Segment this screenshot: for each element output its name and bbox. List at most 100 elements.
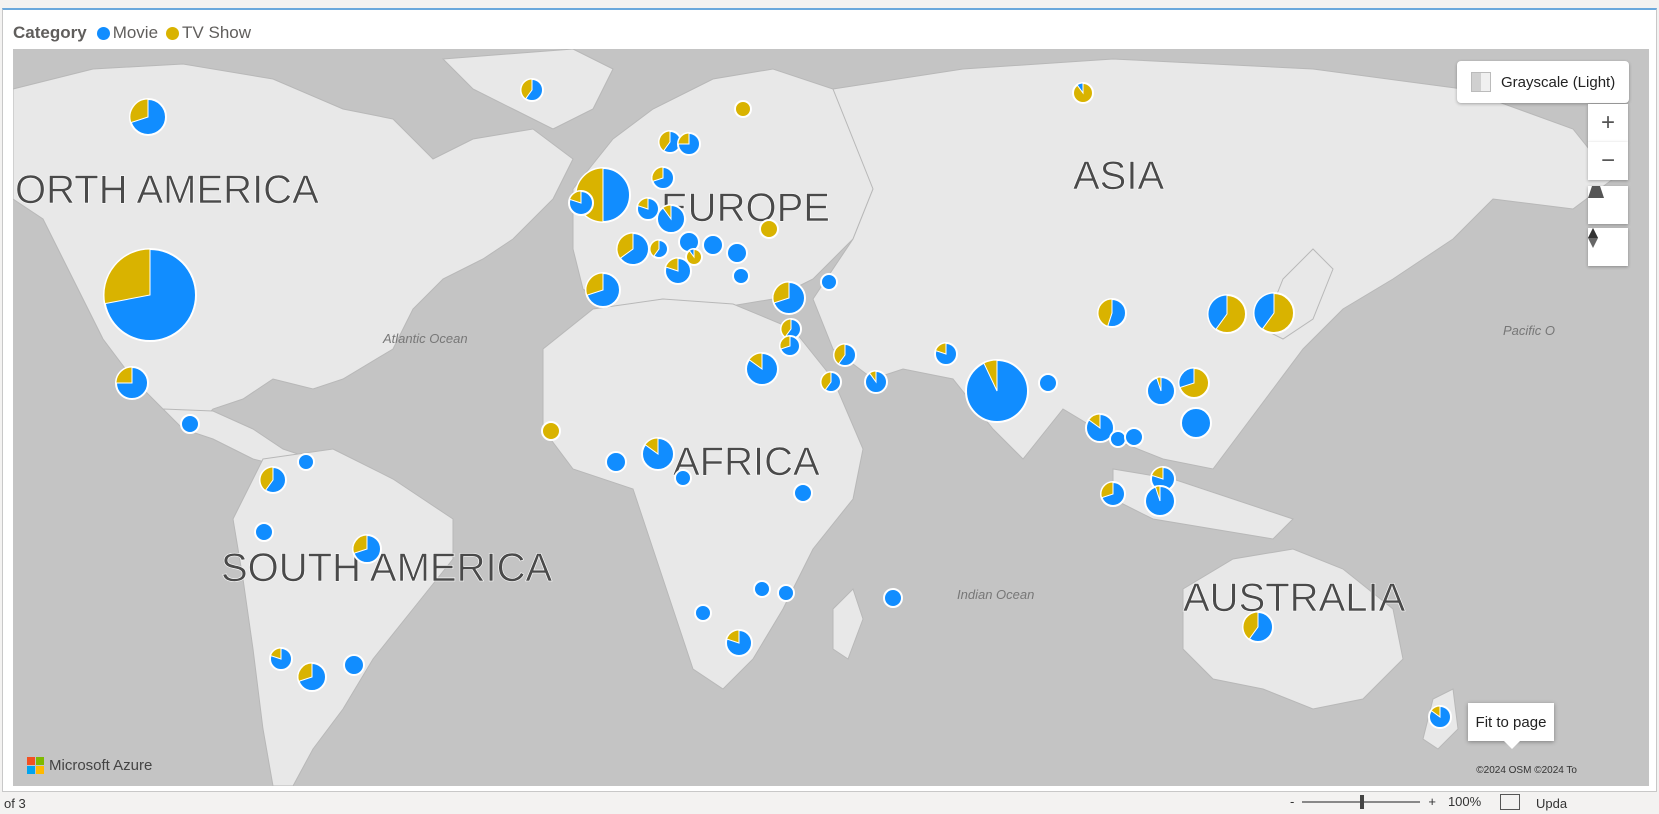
landmass-africa — [542, 298, 864, 690]
pie-marker[interactable] — [772, 281, 806, 315]
pie-marker[interactable] — [674, 469, 692, 487]
pie-marker[interactable] — [779, 335, 801, 357]
pie-marker[interactable] — [585, 272, 621, 308]
pie-marker[interactable] — [726, 242, 748, 264]
ocean-label-atlantic: Atlantic Ocean — [382, 331, 468, 346]
pie-marker[interactable] — [1146, 376, 1176, 406]
pie-marker[interactable] — [883, 588, 903, 608]
landmass-south-america — [232, 448, 454, 786]
compass-icon — [1588, 228, 1598, 248]
pie-marker[interactable] — [864, 370, 888, 394]
pie-marker[interactable] — [732, 267, 750, 285]
pie-marker[interactable] — [129, 98, 167, 136]
fit-to-page-icon[interactable] — [1500, 794, 1520, 810]
pie-marker[interactable] — [259, 466, 287, 494]
pie-marker[interactable] — [1180, 407, 1212, 439]
pie-marker[interactable] — [702, 234, 724, 256]
map-canvas[interactable]: Atlantic Ocean Indian Ocean Pacific O OR… — [13, 49, 1649, 786]
pie-marker[interactable] — [734, 100, 752, 118]
zoom-level: 100% — [1447, 794, 1482, 809]
pie-marker[interactable] — [343, 654, 365, 676]
landmass-indonesia — [1112, 468, 1294, 540]
pie-marker[interactable] — [641, 437, 675, 471]
pie-marker[interactable] — [753, 580, 771, 598]
continent-label-australia: AUSTRALIA — [1183, 576, 1406, 620]
pie-markers[interactable] — [103, 78, 1452, 729]
pie-marker[interactable] — [297, 453, 315, 471]
pitch-button[interactable] — [1588, 186, 1628, 224]
zoom-in-button[interactable]: + — [1588, 104, 1628, 142]
pie-marker[interactable] — [1109, 430, 1127, 448]
microsoft-logo-icon — [27, 757, 44, 774]
pie-marker[interactable] — [269, 647, 293, 671]
pie-marker[interactable] — [103, 248, 197, 342]
pie-marker[interactable] — [297, 662, 327, 692]
pie-marker[interactable] — [759, 219, 779, 239]
pie-marker[interactable] — [934, 342, 958, 366]
ocean-label-pacific: Pacific O — [1503, 323, 1555, 338]
pie-marker[interactable] — [1124, 427, 1144, 447]
pie-marker[interactable] — [616, 232, 650, 266]
zoom-slider[interactable] — [1302, 794, 1421, 809]
legend-title: Category — [13, 23, 87, 42]
ocean-label-indian: Indian Ocean — [957, 587, 1034, 602]
pie-marker[interactable] — [605, 451, 627, 473]
pie-marker[interactable] — [677, 132, 701, 156]
landmass-north-america — [13, 63, 574, 430]
map-copyright: ©2024 OSM ©2024 To — [1476, 765, 1577, 776]
pie-marker[interactable] — [1207, 294, 1247, 334]
pie-marker[interactable] — [1144, 485, 1176, 517]
pie-marker[interactable] — [1100, 481, 1126, 507]
landmass-madagascar — [832, 588, 864, 660]
map-style-button[interactable]: Grayscale (Light) — [1457, 61, 1629, 103]
map-visual: Category Movie TV Show — [2, 8, 1657, 792]
pie-marker[interactable] — [115, 366, 149, 400]
pie-marker[interactable] — [1428, 705, 1452, 729]
continent-label-africa: AFRICA — [673, 440, 820, 484]
pie-marker[interactable] — [1242, 611, 1274, 643]
page-indicator: of 3 — [4, 796, 26, 811]
pie-marker[interactable] — [1072, 82, 1094, 104]
pie-marker[interactable] — [664, 257, 692, 285]
zoom-out-small-button[interactable]: - — [1290, 794, 1295, 809]
update-label: Upda — [1536, 796, 1568, 811]
pie-marker[interactable] — [656, 204, 686, 234]
pie-marker[interactable] — [649, 239, 669, 259]
pitch-icon — [1588, 186, 1604, 198]
pie-marker[interactable] — [1038, 373, 1058, 393]
pie-marker[interactable] — [1253, 292, 1295, 334]
pie-marker[interactable] — [651, 166, 675, 190]
pie-marker[interactable] — [1097, 298, 1127, 328]
azure-brand: Microsoft Azure — [27, 757, 152, 774]
pie-marker[interactable] — [685, 248, 703, 266]
pie-marker[interactable] — [725, 629, 753, 657]
pie-marker[interactable] — [820, 273, 838, 291]
legend-item-movie[interactable]: Movie — [96, 23, 158, 43]
tv-show-dot-icon — [166, 26, 180, 40]
pie-marker[interactable] — [1085, 413, 1115, 443]
zoom-in-small-button[interactable]: + — [1428, 794, 1436, 809]
compass-button[interactable] — [1588, 228, 1628, 266]
movie-dot-icon — [96, 26, 110, 40]
landmass-asia — [812, 58, 1614, 470]
pie-marker[interactable] — [694, 604, 712, 622]
pie-marker[interactable] — [777, 584, 795, 602]
legend: Category Movie TV Show — [13, 22, 259, 44]
pie-marker[interactable] — [352, 534, 382, 564]
pie-marker[interactable] — [541, 421, 561, 441]
pie-marker[interactable] — [254, 522, 274, 542]
pie-marker[interactable] — [180, 414, 200, 434]
pie-marker[interactable] — [820, 371, 842, 393]
pie-marker[interactable] — [1178, 367, 1210, 399]
pie-marker[interactable] — [793, 483, 813, 503]
pie-marker[interactable] — [745, 352, 779, 386]
pie-marker[interactable] — [636, 197, 660, 221]
pie-marker[interactable] — [520, 78, 544, 102]
pie-marker[interactable] — [833, 343, 857, 367]
legend-item-tv-show[interactable]: TV Show — [166, 23, 251, 43]
zoom-slider-thumb[interactable] — [1360, 794, 1365, 809]
continent-label-europe: EUROPE — [661, 186, 830, 230]
pie-marker[interactable] — [965, 359, 1029, 423]
pie-marker[interactable] — [568, 190, 594, 216]
zoom-out-button[interactable]: − — [1588, 142, 1628, 180]
